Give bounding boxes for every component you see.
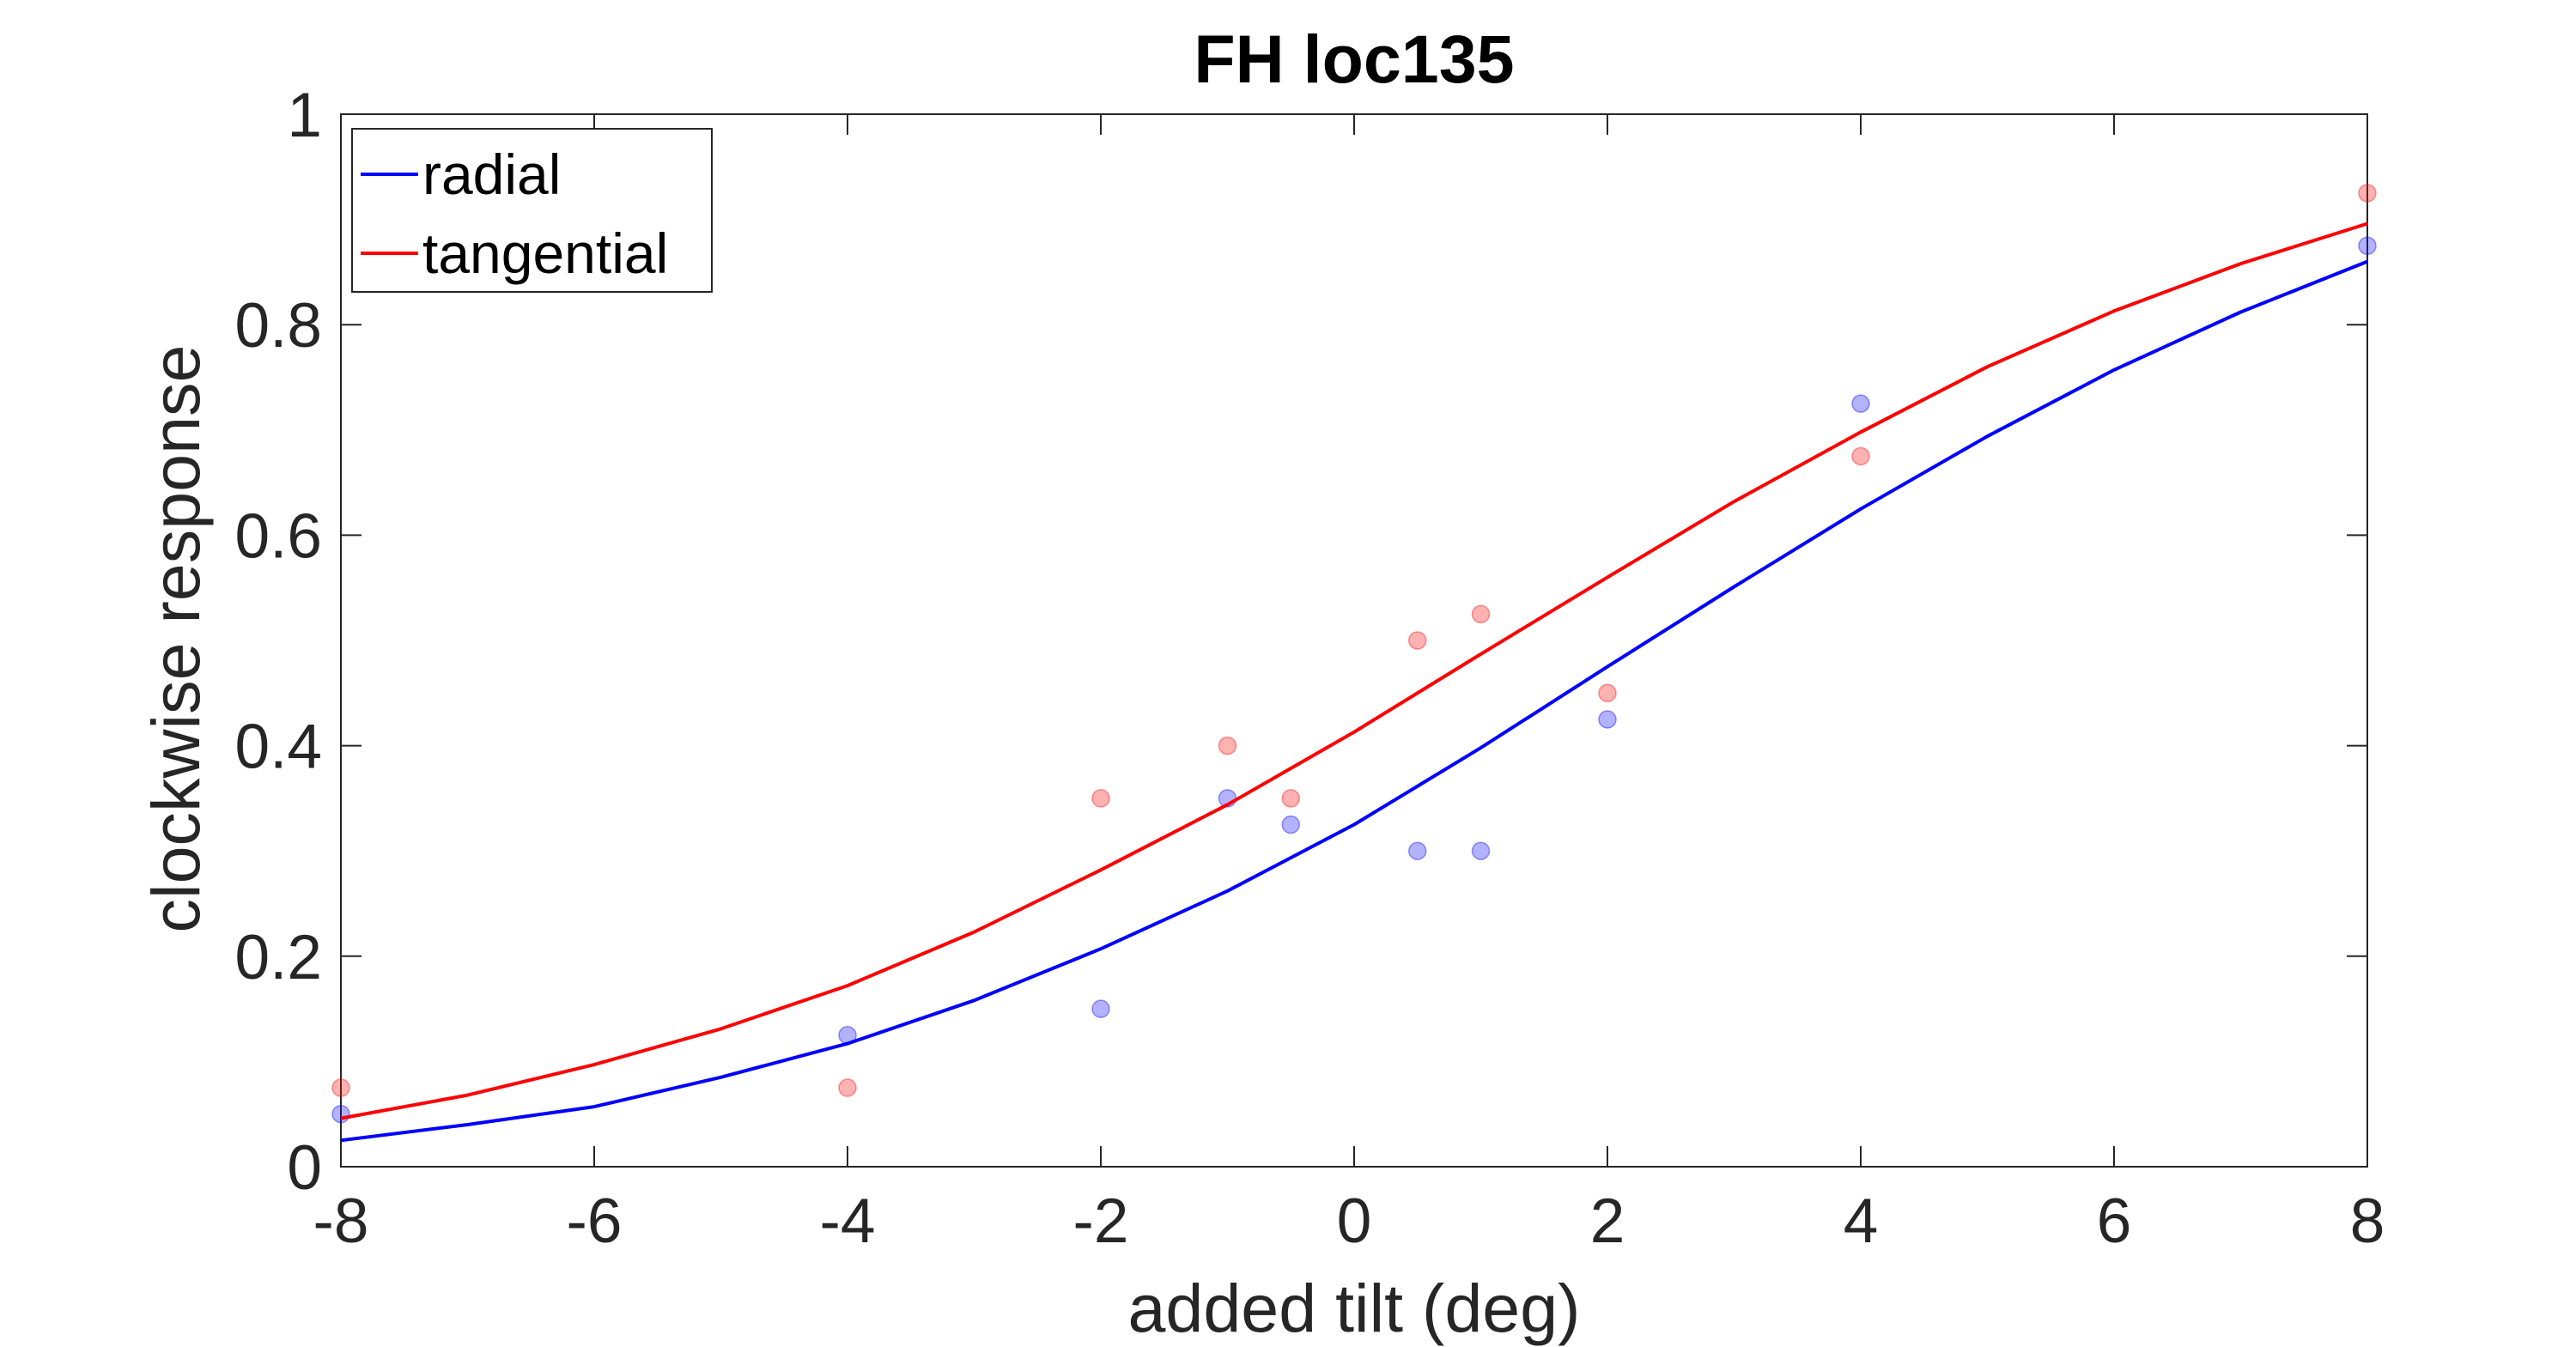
x-tick-label: -4 [820, 1186, 876, 1256]
data-point-tangential [1851, 446, 1870, 466]
y-tick-label: 0.2 [235, 923, 322, 992]
data-point-radial [1091, 999, 1110, 1018]
data-point-radial [1281, 815, 1300, 834]
data-point-radial [1471, 841, 1491, 860]
y-tick-label: 1 [287, 81, 322, 150]
data-point-tangential [1471, 604, 1491, 624]
y-axis-label: clockwise response [137, 345, 214, 933]
data-point-radial [2358, 236, 2377, 255]
data-point-radial [1851, 394, 1870, 413]
y-tick-label: 0.4 [235, 713, 322, 782]
data-point-tangential [331, 1078, 350, 1097]
x-tick-label: -6 [567, 1186, 623, 1256]
data-point-tangential [1281, 789, 1300, 808]
fit-line-tangential [340, 221, 2368, 1120]
data-point-tangential [1598, 683, 1617, 703]
data-point-radial [838, 1026, 857, 1045]
y-tick-label: 0.6 [235, 501, 322, 571]
chart-title: FH loc135 [1194, 21, 1514, 97]
x-tick-label: 0 [1337, 1186, 1372, 1256]
x-tick-label: 4 [1844, 1186, 1879, 1256]
x-tick-label: 2 [1590, 1186, 1625, 1256]
legend-box [351, 128, 713, 293]
plot-area: -8 -6 -4 -2 0 2 4 6 8 0 0.2 0.4 0.6 0.8 1 [235, 81, 2385, 1256]
legend-label-tangential: tangential [422, 221, 668, 285]
data-point-radial [331, 1104, 350, 1124]
data-point-tangential [1218, 736, 1237, 755]
data-point-radial [1598, 710, 1617, 729]
x-tick-label: -2 [1073, 1186, 1129, 1256]
legend: radial tangential [351, 128, 713, 293]
fit-line-radial [340, 259, 2368, 1143]
y-tick-label: 0.8 [235, 291, 322, 361]
x-tick-label: -8 [313, 1186, 369, 1256]
x-axis-label: added tilt (deg) [1127, 1270, 1580, 1346]
data-point-radial [1408, 841, 1427, 860]
y-tick-label: 0 [287, 1133, 322, 1203]
data-point-tangential [1408, 631, 1427, 650]
x-tick-label: 8 [2350, 1186, 2385, 1256]
legend-label-radial: radial [422, 143, 561, 206]
data-point-tangential [1091, 789, 1110, 808]
x-tick-label: 6 [2097, 1186, 2132, 1256]
data-point-tangential [838, 1078, 857, 1097]
data-point-tangential [2358, 184, 2377, 203]
